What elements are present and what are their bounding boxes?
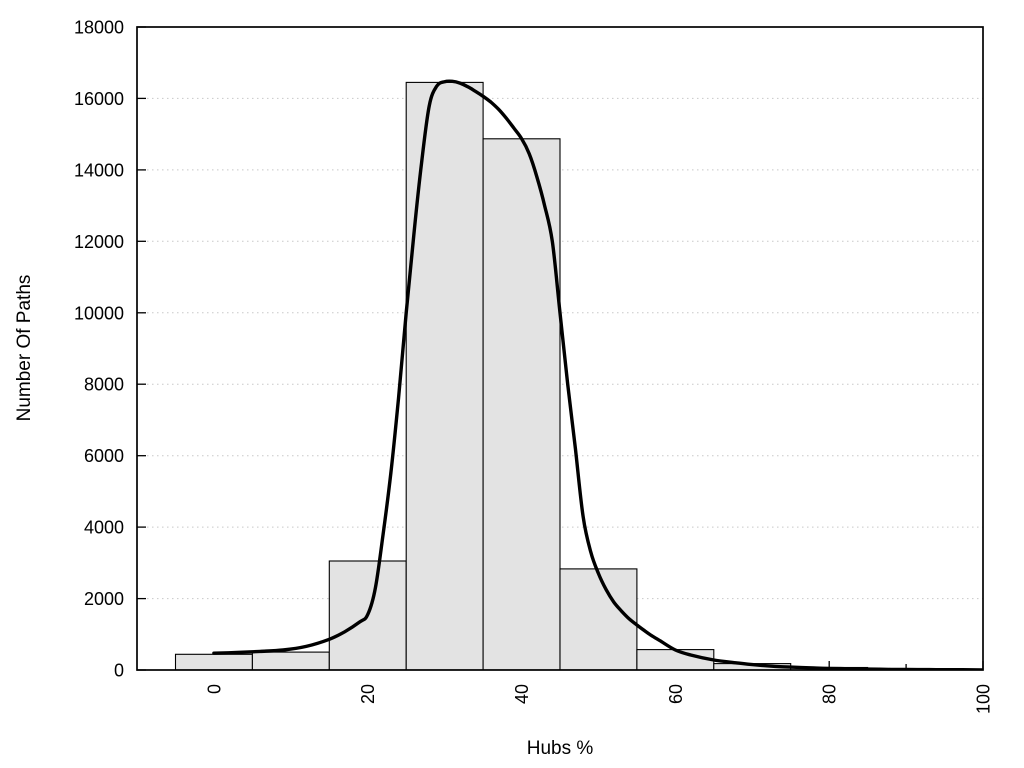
x-axis-label: Hubs % xyxy=(527,738,594,759)
x-tick-label: 20 xyxy=(358,684,378,704)
histogram-bar xyxy=(636,649,715,670)
x-tick-label: 40 xyxy=(512,684,532,704)
plot-area: 0 2000 4000 6000 8000 10000 12000 14000 16000 180… xyxy=(74,18,994,715)
histogram-bars xyxy=(174,81,983,670)
x-tick-label: 80 xyxy=(820,684,840,704)
histogram-bar xyxy=(328,560,407,670)
histogram-bar xyxy=(405,81,484,670)
y-tick-label: 16000 xyxy=(74,89,124,109)
density-curve xyxy=(212,79,983,670)
y-tick-label: 6000 xyxy=(84,446,124,466)
y-tick-label: 4000 xyxy=(84,518,124,538)
y-axis-label: Number Of Paths xyxy=(14,275,35,422)
histogram-bar xyxy=(251,651,330,670)
plot-border xyxy=(136,26,984,671)
y-tick-label: 0 xyxy=(114,661,124,681)
histogram-bar xyxy=(482,138,561,670)
y-tick-label: 8000 xyxy=(84,375,124,395)
y-tick-label: 18000 xyxy=(74,18,124,38)
y-tick-label: 10000 xyxy=(74,303,124,323)
x-tick-label: 60 xyxy=(666,684,686,704)
x-tick-label: 100 xyxy=(974,684,994,714)
y-tick-label: 2000 xyxy=(84,589,124,609)
histogram-bar xyxy=(559,568,638,670)
histogram-bar xyxy=(174,653,253,670)
y-tick-label: 14000 xyxy=(74,160,124,180)
y-tick-label: 12000 xyxy=(74,232,124,252)
x-tick-label: 0 xyxy=(204,684,224,694)
